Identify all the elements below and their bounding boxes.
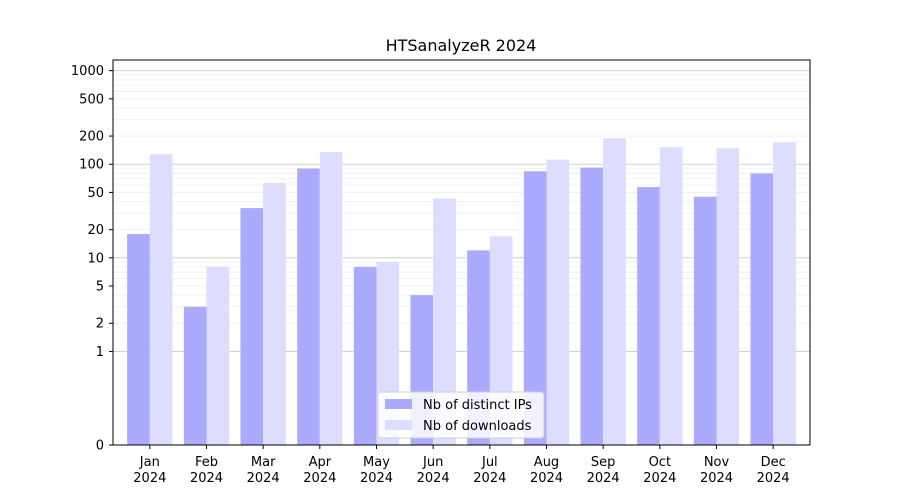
bar-downloads [206, 266, 230, 445]
x-tick-label-year: 2024 [700, 471, 733, 486]
x-tick-label: Jan [139, 455, 160, 470]
y-tick-label: 0 [96, 439, 104, 454]
bar-downloads [149, 154, 173, 446]
x-tick-label-year: 2024 [473, 471, 506, 486]
bar-distinct-ips [127, 233, 150, 445]
bar-downloads [603, 138, 626, 446]
x-tick-label: Apr [309, 455, 332, 470]
bar-distinct-ips [353, 266, 377, 445]
x-tick-label: May [363, 455, 390, 470]
y-tick-label: 1 [96, 345, 104, 360]
y-tick-label: 500 [79, 92, 104, 107]
legend-swatch [385, 399, 412, 409]
chart-title: HTSanalyzeR 2024 [386, 36, 537, 55]
x-tick-label-year: 2024 [303, 471, 336, 486]
y-tick-label: 10 [87, 251, 104, 266]
bar-distinct-ips [693, 196, 717, 445]
y-tick-label: 100 [79, 158, 104, 173]
bar-distinct-ips [580, 167, 604, 445]
bar-distinct-ips [183, 306, 207, 445]
legend-swatch [385, 420, 412, 430]
y-tick-label: 20 [87, 223, 104, 238]
x-tick-label: Dec [761, 455, 786, 470]
x-tick-label-year: 2024 [247, 471, 280, 486]
x-tick-label-year: 2024 [643, 471, 676, 486]
bar-downloads [263, 183, 286, 446]
y-tick-label: 2 [96, 317, 104, 332]
y-tick-label: 5 [96, 280, 104, 295]
y-tick-label: 200 [79, 130, 104, 145]
x-tick-label: Sep [591, 455, 616, 470]
bar-distinct-ips [297, 168, 320, 445]
bar-distinct-ips [637, 187, 660, 445]
x-tick-label: Jul [481, 455, 498, 470]
plot-frame [112, 59, 811, 446]
x-tick-label-year: 2024 [530, 471, 563, 486]
y-tick-label: 50 [87, 186, 104, 201]
legend: Nb of distinct IPs Nb of downloads [377, 391, 545, 439]
x-tick-label: Feb [195, 455, 218, 470]
x-tick-label-year: 2024 [133, 471, 166, 486]
bar-downloads [546, 159, 570, 445]
bar-downloads [716, 148, 740, 446]
x-tick-label: Jun [422, 455, 443, 470]
legend-label: Nb of distinct IPs [423, 398, 532, 413]
x-tick-label: Aug [534, 455, 559, 470]
bar-downloads [319, 152, 343, 445]
x-tick-label: Nov [704, 455, 730, 470]
x-tick-label: Oct [649, 455, 671, 470]
bar-distinct-ips [240, 208, 264, 445]
bar-downloads [433, 198, 456, 445]
x-tick-label-year: 2024 [757, 471, 790, 486]
legend-box [377, 391, 545, 439]
y-tick-label: 1000 [71, 64, 104, 79]
x-tick-label-year: 2024 [587, 471, 620, 486]
bar-downloads [773, 142, 796, 445]
legend-label: Nb of downloads [423, 419, 532, 434]
x-tick-label-year: 2024 [190, 471, 223, 486]
bar-downloads [659, 147, 683, 445]
bar-distinct-ips [750, 173, 774, 445]
axes-layer: 01251020501002005001000Jan2024Feb2024Mar… [71, 59, 811, 486]
x-tick-label-year: 2024 [360, 471, 393, 486]
x-tick-label: Mar [251, 455, 276, 470]
bar-distinct-ips [523, 171, 547, 445]
x-tick-label-year: 2024 [417, 471, 450, 486]
